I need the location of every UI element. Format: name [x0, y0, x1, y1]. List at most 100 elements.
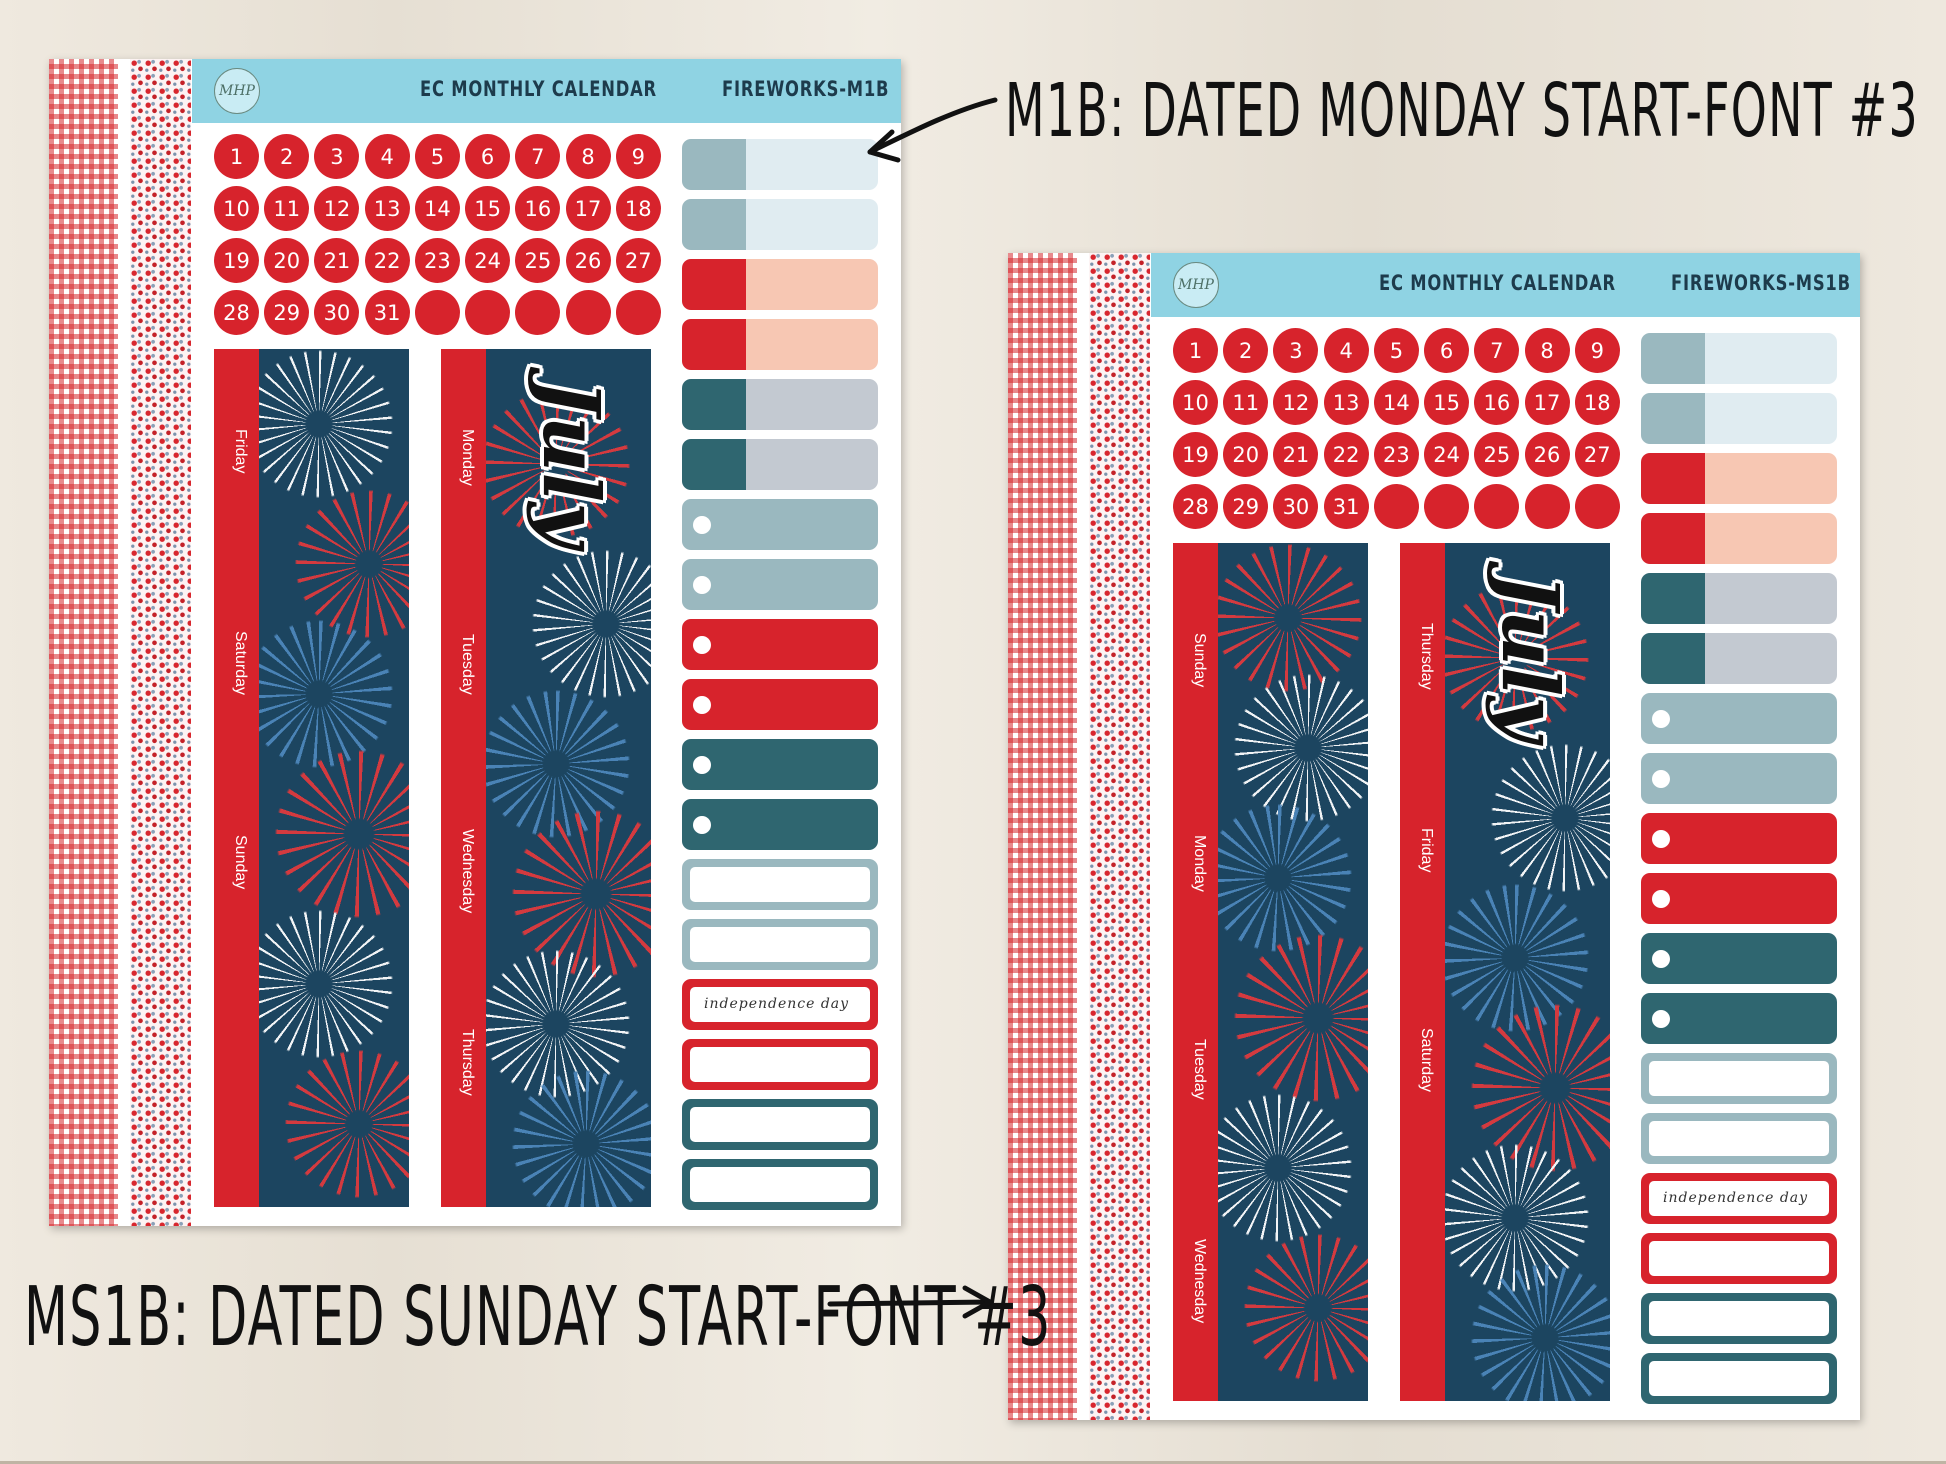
date-dot: 17 — [565, 186, 611, 231]
tab-red-peach — [1641, 453, 1837, 504]
date-dot: 2 — [264, 134, 310, 179]
date-dot: 31 — [1323, 484, 1369, 529]
dot-tab-teal — [1641, 993, 1837, 1044]
floral-washi-strip — [130, 59, 191, 1226]
weekday-strip-1: Friday Saturday Sunday — [214, 349, 409, 1207]
date-dot — [565, 290, 611, 335]
month-title: July — [1484, 573, 1575, 742]
arrow-left-icon — [867, 97, 998, 163]
date-dot: 5 — [1373, 328, 1419, 373]
weekday-bar — [214, 349, 259, 1207]
weekday-label: Tuesday — [459, 634, 476, 695]
dot-tab-red — [1641, 873, 1837, 924]
dot-tab-red — [682, 619, 878, 670]
date-dot — [1574, 484, 1620, 529]
date-dot: 9 — [615, 134, 661, 179]
date-dot: 7 — [515, 134, 561, 179]
weekday-label: Saturday — [1418, 1028, 1435, 1093]
header-title: EC MONTHLY CALENDAR — [1379, 271, 1616, 295]
date-dot: 14 — [1373, 380, 1419, 425]
weekday-label: Thursday — [1418, 623, 1435, 690]
holiday-label: independence day — [704, 996, 850, 1012]
tab-teal-gray — [1641, 573, 1837, 624]
date-dot: 27 — [1574, 432, 1620, 477]
tab-slate-light — [682, 139, 878, 190]
weekday-label: Friday — [1418, 828, 1435, 873]
month-title: July — [525, 379, 616, 548]
box-tab-teal — [682, 1159, 878, 1210]
date-dot: 5 — [414, 134, 460, 179]
date-dot: 28 — [214, 290, 259, 335]
date-dot: 22 — [364, 238, 410, 283]
tab-teal-gray — [682, 439, 878, 490]
weekday-label: Monday — [459, 429, 476, 486]
box-tab-slate — [682, 919, 878, 970]
date-dot: 18 — [615, 186, 661, 231]
dot-tab-slate — [1641, 693, 1837, 744]
date-dot: 28 — [1173, 484, 1218, 529]
date-dot: 1 — [214, 134, 259, 179]
date-dot — [515, 290, 561, 335]
box-tab-slate — [682, 859, 878, 910]
date-dot — [1474, 484, 1520, 529]
date-dot: 15 — [465, 186, 511, 231]
date-dot: 16 — [1474, 380, 1520, 425]
tab-red-peach — [1641, 513, 1837, 564]
date-dot: 17 — [1524, 380, 1570, 425]
weekday-bar — [1400, 543, 1445, 1401]
dot-tab-slate — [682, 499, 878, 550]
date-dot: 6 — [465, 134, 511, 179]
date-dot: 8 — [1524, 328, 1570, 373]
tab-slate-light — [1641, 393, 1837, 444]
dot-tab-teal — [682, 799, 878, 850]
weekday-label: Monday — [1191, 835, 1208, 892]
date-dot: 13 — [364, 186, 410, 231]
weekday-strip-2: Thursday Friday Saturday July — [1400, 543, 1610, 1401]
weekday-label: Wednesday — [1191, 1239, 1208, 1324]
date-dot: 10 — [214, 186, 259, 231]
date-dot: 8 — [565, 134, 611, 179]
date-dot: 3 — [1273, 328, 1319, 373]
date-dot: 23 — [1373, 432, 1419, 477]
box-tab-red — [1641, 1233, 1837, 1284]
weekday-strip-1: Sunday Monday Tuesday Wednesday — [1173, 543, 1368, 1401]
weekday-label: Saturday — [232, 631, 249, 696]
weekday-label: Sunday — [1191, 633, 1208, 688]
date-dot: 24 — [1424, 432, 1470, 477]
dot-tab-red — [1641, 813, 1837, 864]
weekday-label: Wednesday — [459, 829, 476, 914]
tab-red-peach — [682, 319, 878, 370]
date-dot: 30 — [314, 290, 360, 335]
dot-tab-slate — [1641, 753, 1837, 804]
header-title: EC MONTHLY CALENDAR — [420, 77, 657, 101]
weekday-label: Tuesday — [1191, 1039, 1208, 1100]
sticker-sheet-sunday-start: MHP EC MONTHLY CALENDAR FIREWORKS-MS1B 1… — [1008, 253, 1860, 1420]
date-dot: 12 — [1273, 380, 1319, 425]
date-dot — [414, 290, 460, 335]
mhp-logo: MHP — [1173, 262, 1219, 308]
date-dot: 29 — [1223, 484, 1269, 529]
tab-slate-light — [682, 199, 878, 250]
weekday-label: Friday — [232, 429, 249, 474]
weekday-label: Thursday — [459, 1029, 476, 1096]
annotation-bottom: MS1B: DATED SUNDAY START-FONT #3 — [24, 1270, 1052, 1365]
date-dot: 20 — [1223, 432, 1269, 477]
tab-column: independence day — [1641, 333, 1837, 1413]
weekday-strip-2: Monday Tuesday Wednesday Thursday July — [441, 349, 651, 1207]
arrow-right-icon — [827, 1285, 993, 1319]
date-dot: 26 — [1524, 432, 1570, 477]
date-dot: 20 — [264, 238, 310, 283]
date-dot: 19 — [1173, 432, 1218, 477]
box-tab-teal — [1641, 1293, 1837, 1344]
box-tab-red — [682, 1039, 878, 1090]
date-dot: 4 — [364, 134, 410, 179]
weekday-label: Sunday — [232, 835, 249, 890]
date-dot: 21 — [1273, 432, 1319, 477]
date-dot: 10 — [1173, 380, 1218, 425]
date-dot: 30 — [1273, 484, 1319, 529]
date-dot — [1524, 484, 1570, 529]
dot-tab-red — [682, 679, 878, 730]
date-dot: 27 — [615, 238, 661, 283]
box-tab-teal — [682, 1099, 878, 1150]
